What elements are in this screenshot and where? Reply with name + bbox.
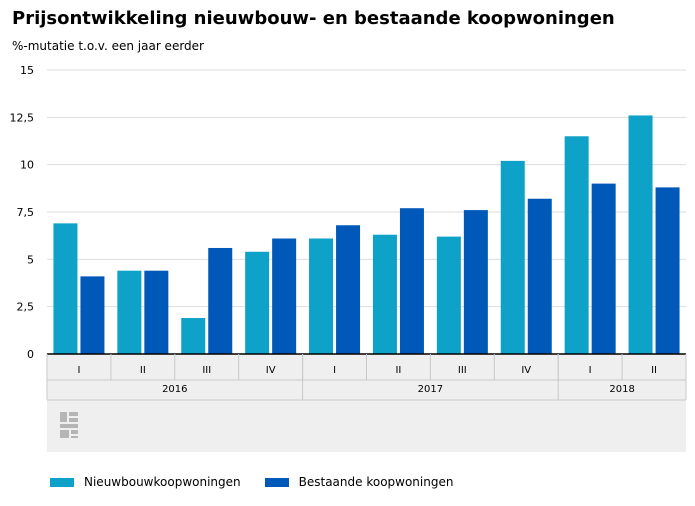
x-tick-label: I: [589, 365, 592, 376]
group-label: 2017: [418, 384, 443, 395]
bar: [181, 318, 206, 354]
legend-item-bestaande: Bestaande koopwoningen: [264, 475, 454, 489]
logo-block: [60, 424, 78, 428]
x-tick-label: II: [651, 365, 657, 376]
bar: [53, 223, 78, 354]
bar: [436, 236, 461, 354]
bar: [245, 251, 270, 354]
x-tick-label: II: [140, 365, 146, 376]
logo-block: [69, 412, 78, 416]
x-tick-label: III: [458, 365, 467, 376]
x-tick-label: I: [333, 365, 336, 376]
bar: [591, 183, 616, 354]
bar: [80, 276, 105, 354]
bar: [399, 208, 424, 354]
bar: [628, 115, 653, 354]
y-tick-label: 7,5: [17, 206, 35, 219]
bar: [272, 238, 297, 354]
logo-block: [69, 418, 78, 422]
bar: [309, 238, 334, 354]
x-tick-label: IV: [266, 365, 276, 376]
chart-subtitle: %-mutatie t.o.v. een jaar eerder: [12, 39, 204, 53]
logo-block: [71, 430, 78, 434]
bar: [208, 247, 233, 354]
logo-block: [60, 430, 69, 438]
legend-swatch-bestaande: [264, 477, 289, 487]
chart-title: Prijsontwikkeling nieuwbouw- en bestaand…: [12, 8, 615, 29]
x-tick-label: I: [77, 365, 80, 376]
bar: [564, 136, 589, 354]
bar: [144, 270, 169, 354]
group-label: 2016: [162, 384, 187, 395]
y-tick-label: 15: [20, 64, 34, 77]
bar: [527, 198, 552, 354]
bar: [463, 210, 488, 354]
bar: [117, 270, 142, 354]
legend: Nieuwbouwkoopwoningen Bestaande koopwoni…: [50, 475, 477, 489]
y-tick-label: 2,5: [17, 301, 35, 314]
cbs-logo-icon: [60, 412, 78, 438]
y-tick-label: 5: [27, 253, 34, 266]
y-tick-label: 0: [27, 348, 34, 361]
bar: [655, 187, 680, 354]
logo-block: [71, 436, 78, 438]
legend-item-nieuwbouw: Nieuwbouwkoopwoningen: [50, 475, 241, 489]
x-tick-label: IV: [521, 365, 531, 376]
bar: [336, 225, 361, 354]
x-tick-label: III: [202, 365, 211, 376]
bar: [500, 160, 525, 354]
bar: [372, 234, 397, 354]
legend-label-nieuwbouw: Nieuwbouwkoopwoningen: [84, 475, 241, 489]
logo-block: [60, 412, 67, 422]
y-tick-label: 10: [20, 159, 34, 172]
y-tick-label: 12,5: [10, 111, 35, 124]
group-label: 2018: [609, 384, 634, 395]
x-tick-label: II: [395, 365, 401, 376]
legend-swatch-nieuwbouw: [50, 477, 74, 487]
legend-label-bestaande: Bestaande koopwoningen: [298, 475, 454, 489]
